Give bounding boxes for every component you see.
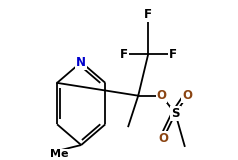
Text: S: S: [171, 107, 180, 120]
Text: O: O: [156, 89, 166, 102]
Text: O: O: [182, 89, 192, 102]
Text: O: O: [159, 132, 169, 145]
Text: N: N: [76, 56, 86, 69]
Text: F: F: [120, 48, 128, 61]
Text: F: F: [144, 8, 152, 21]
Text: F: F: [169, 48, 177, 61]
Text: Me: Me: [50, 149, 68, 159]
